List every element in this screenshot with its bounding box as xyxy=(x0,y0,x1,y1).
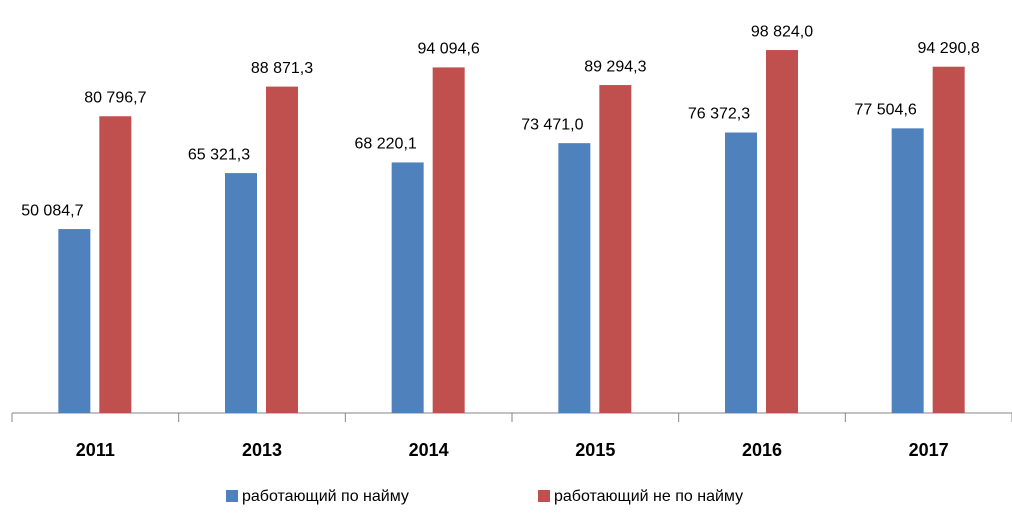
bar xyxy=(266,86,298,414)
bar xyxy=(58,229,91,413)
data-label: 80 796,7 xyxy=(84,89,146,106)
bar xyxy=(766,50,798,414)
bar xyxy=(432,67,465,413)
x-tick-label: 2013 xyxy=(242,440,282,460)
bar xyxy=(558,143,591,413)
data-label: 88 871,3 xyxy=(251,60,313,77)
x-tick-label: 2014 xyxy=(409,440,449,460)
legend-label: работающий не по найму xyxy=(554,488,743,505)
legend-swatch xyxy=(538,490,550,502)
data-label: 89 294,3 xyxy=(584,58,646,75)
data-label: 68 220,1 xyxy=(355,136,417,153)
data-label: 65 321,3 xyxy=(188,146,250,163)
bar xyxy=(99,116,132,414)
data-label: 98 824,0 xyxy=(751,23,813,40)
data-label: 77 504,6 xyxy=(855,102,917,119)
bar xyxy=(891,128,924,413)
legend-swatch xyxy=(226,490,238,502)
bar xyxy=(225,173,257,413)
bar xyxy=(599,85,632,413)
x-tick-label: 2015 xyxy=(575,440,615,460)
bar xyxy=(932,66,965,413)
x-tick-label: 2011 xyxy=(76,440,115,460)
x-tick-label: 2017 xyxy=(909,440,949,460)
bar xyxy=(391,162,424,413)
data-label: 94 094,6 xyxy=(418,41,480,58)
data-label: 73 471,0 xyxy=(521,116,583,133)
bar xyxy=(725,132,757,413)
data-label: 76 372,3 xyxy=(688,106,750,123)
data-label: 50 084,7 xyxy=(21,202,83,219)
legend-label: работающий по найму xyxy=(242,488,409,505)
x-tick-label: 2016 xyxy=(742,440,782,460)
data-label: 94 290,8 xyxy=(918,40,980,57)
